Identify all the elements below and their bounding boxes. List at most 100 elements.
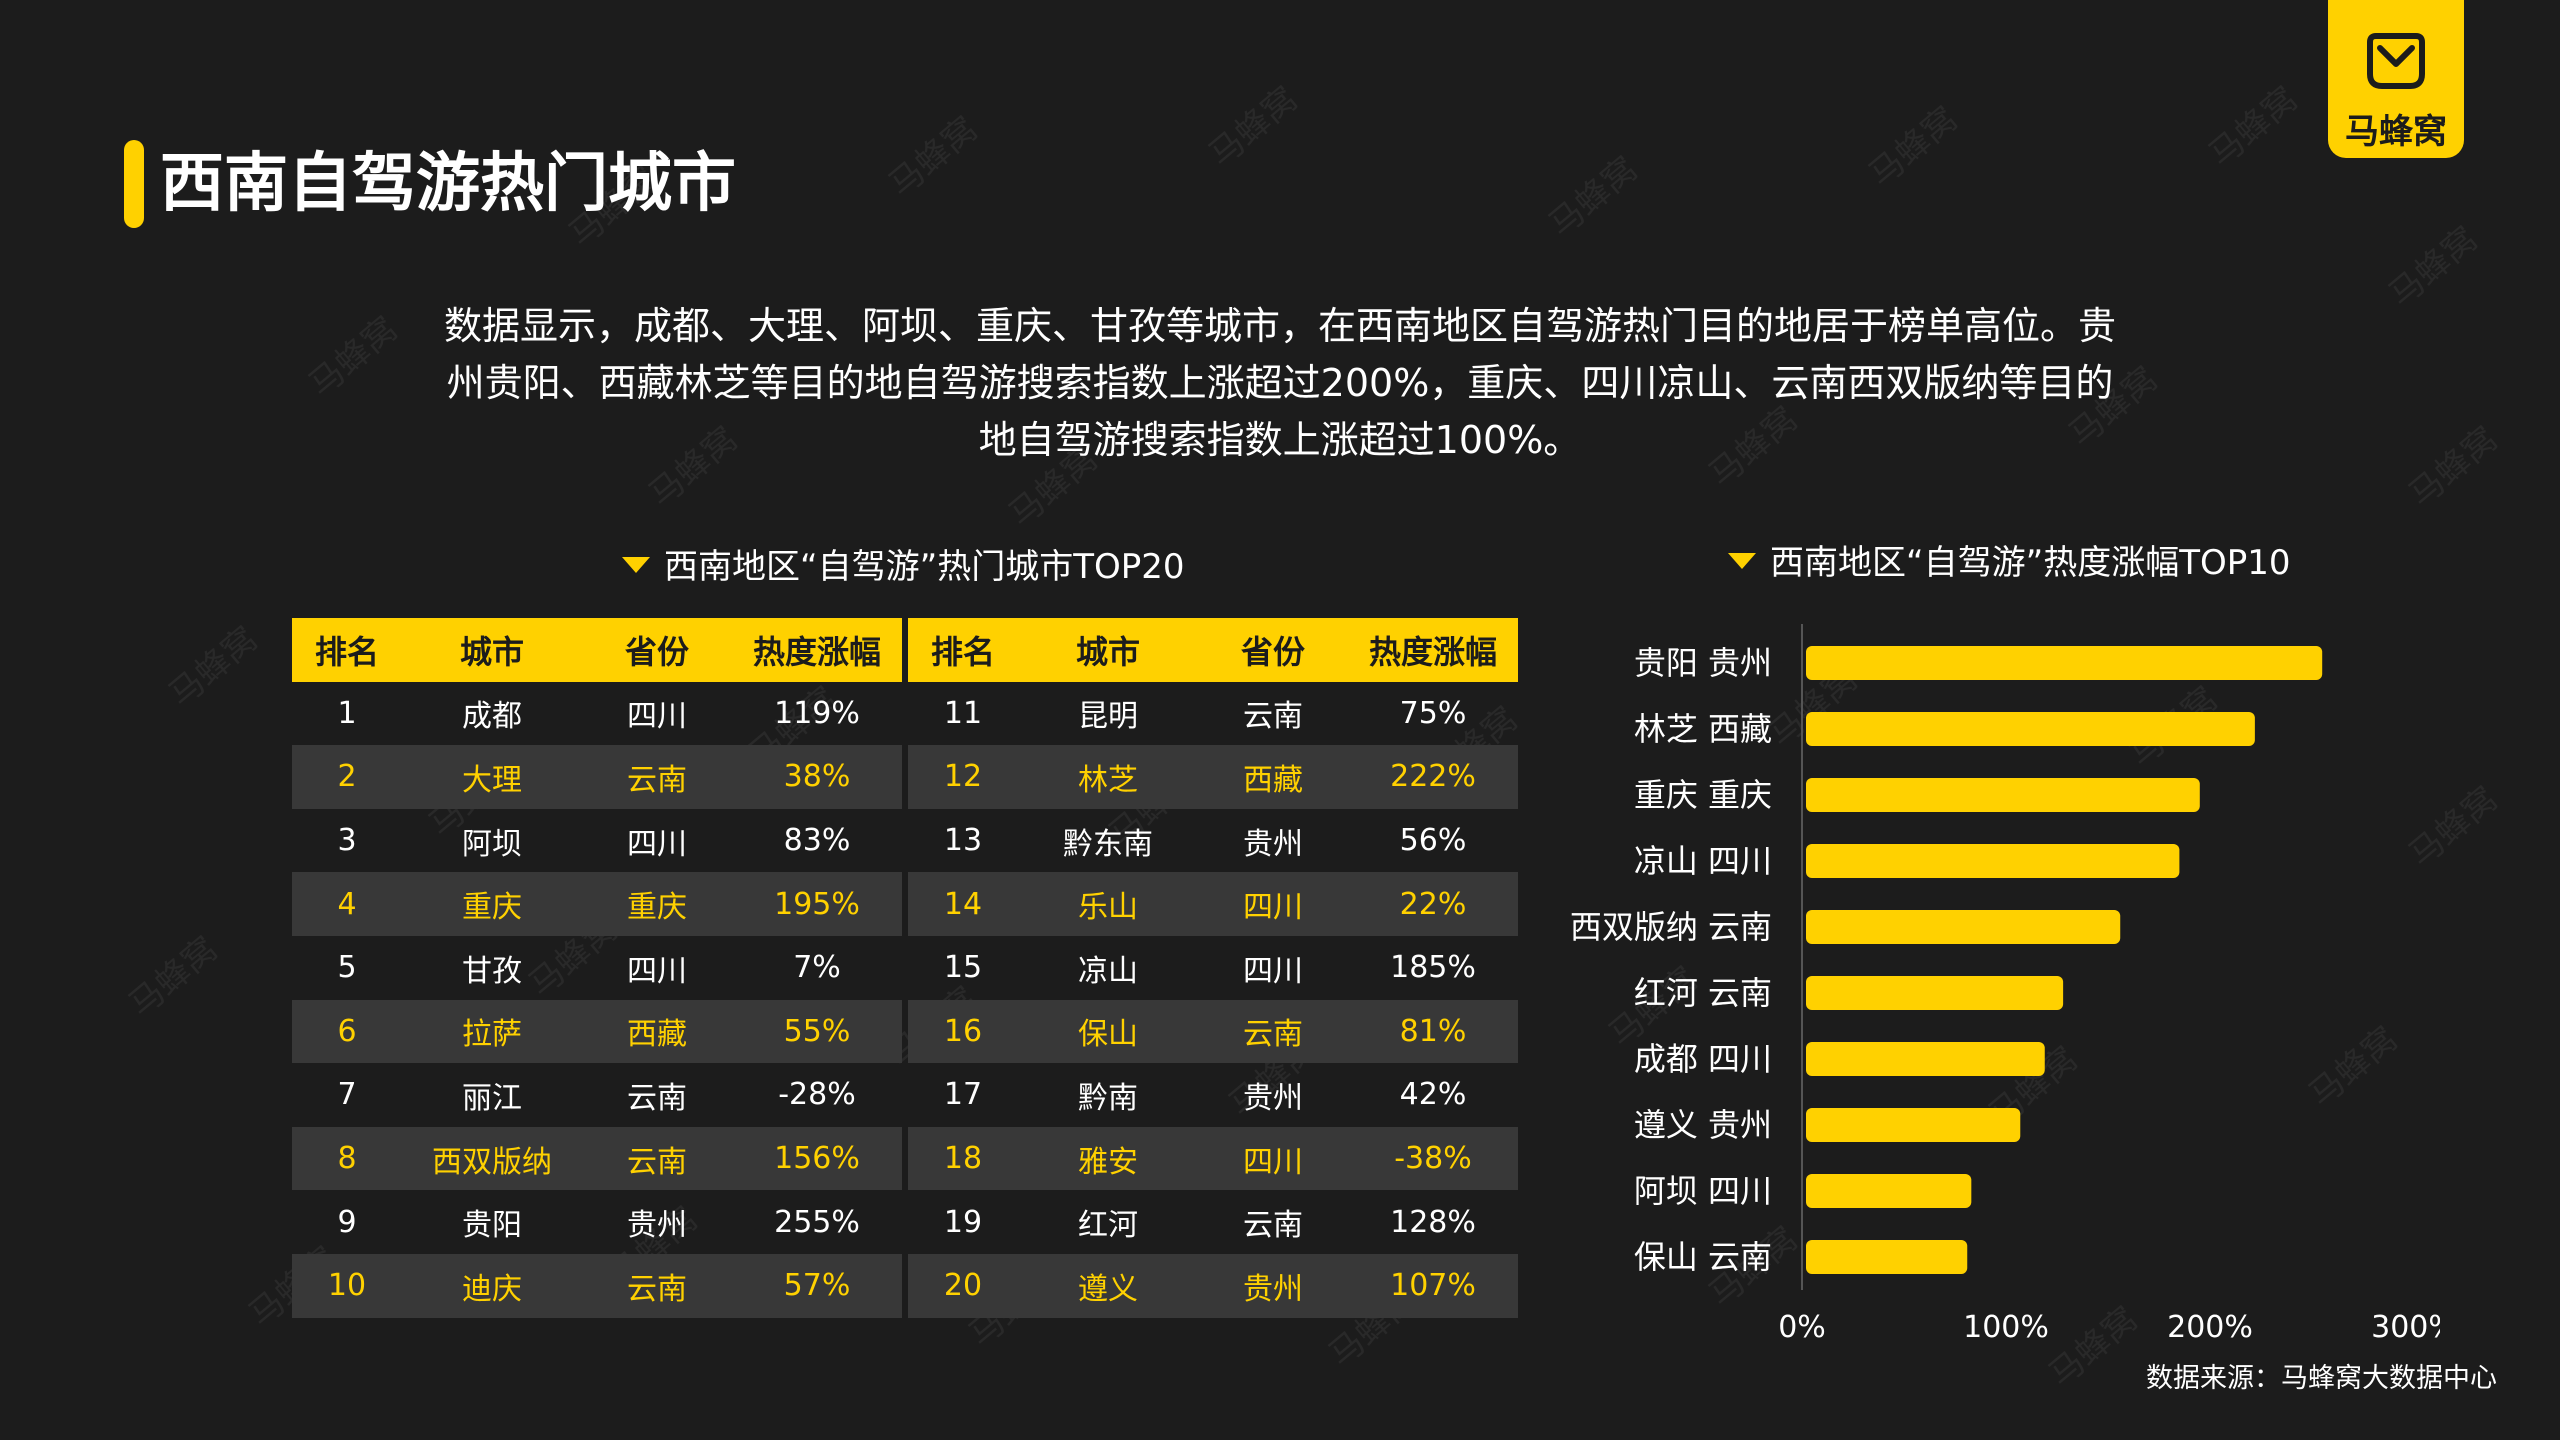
cell-city: 林芝 [1018, 745, 1198, 809]
cell-city: 重庆 [402, 872, 582, 936]
cell-city: 丽江 [462, 1080, 522, 1116]
table-row: 15 凉山 四川 185% [908, 936, 1518, 1000]
bar [1806, 844, 2180, 878]
cell-rank: 18 [908, 1126, 1018, 1191]
watermark-text: 马蜂窝 [1201, 79, 1306, 176]
table-row: 7 丽江 云南 -28% [292, 1063, 902, 1127]
triangle-down-icon [622, 556, 650, 573]
cell-growth: 75% [1399, 695, 1467, 731]
category-label: 凉山 四川 [1634, 842, 1772, 880]
x-tick-label: 300% [2371, 1310, 2440, 1345]
cell-city: 凉山 [1078, 953, 1138, 989]
cell-growth: 7% [793, 950, 841, 986]
cell-province: 四川 [627, 953, 687, 989]
table-row: 12 林芝 西藏 222% [908, 745, 1518, 809]
cell-growth: 57% [732, 1253, 902, 1318]
cell-city: 贵阳 [462, 1208, 522, 1244]
cell-growth: 107% [1348, 1253, 1518, 1318]
cell-city: 雅安 [1018, 1126, 1198, 1191]
cell-province: 四川 [1243, 953, 1303, 989]
cell-city: 迪庆 [402, 1253, 582, 1318]
bar [1806, 1240, 1968, 1274]
table-row: 8 西双版纳 云南 156% [292, 1126, 902, 1191]
cell-province: 贵州 [1243, 826, 1303, 862]
cell-province: 四川 [1198, 1126, 1348, 1191]
table-row: 4 重庆 重庆 195% [292, 872, 902, 936]
category-label: 重庆 重庆 [1634, 776, 1772, 814]
cell-province: 云南 [1243, 1208, 1303, 1244]
cell-rank: 16 [908, 999, 1018, 1064]
cell-city: 甘孜 [462, 953, 522, 989]
cell-province: 重庆 [582, 872, 732, 936]
cell-growth: 156% [732, 1126, 902, 1191]
cell-province: 云南 [627, 1080, 687, 1116]
cell-rank: 10 [292, 1253, 402, 1318]
cell-city: 乐山 [1018, 872, 1198, 936]
triangle-down-icon [1728, 552, 1756, 569]
table-row: 1 成都 四川 119% [292, 682, 902, 746]
watermark-text: 马蜂窝 [1541, 149, 1646, 246]
cell-rank: 8 [292, 1126, 402, 1191]
header-city: 城市 [1018, 618, 1198, 682]
header-city: 城市 [402, 618, 582, 682]
cell-growth: 128% [1390, 1204, 1476, 1240]
cell-rank: 2 [292, 745, 402, 809]
ranking-table-right: 排名 城市 省份 热度涨幅 11 昆明 云南 75% 12 林芝 西藏 222% 13 黔东南 贵州… [908, 618, 1518, 1318]
header-province: 省份 [1198, 618, 1348, 682]
cell-province: 四川 [1198, 872, 1348, 936]
cell-province: 西藏 [1198, 745, 1348, 809]
intro-paragraph: 数据显示，成都、大理、阿坝、重庆、甘孜等城市，在西南地区自驾游热门目的地居于榜单… [380, 298, 2180, 469]
table-row: 13 黔东南 贵州 56% [908, 809, 1518, 873]
cell-growth: 42% [1399, 1077, 1467, 1113]
category-label: 遵义 贵州 [1634, 1106, 1772, 1144]
cell-growth: 255% [774, 1204, 860, 1240]
chart-title-text: 西南地区“自驾游”热度涨幅TOP10 [1770, 543, 2291, 583]
cell-city: 阿坝 [462, 826, 522, 862]
cell-province: 云南 [582, 1253, 732, 1318]
cell-rank: 5 [337, 950, 357, 986]
table-title-text: 西南地区“自驾游”热门城市TOP20 [664, 547, 1185, 587]
header-province: 省份 [582, 618, 732, 682]
table-row: 20 遵义 贵州 107% [908, 1253, 1518, 1318]
bar [1806, 1108, 2021, 1142]
intro-line: 地自驾游搜索指数上涨超过100%。 [978, 418, 1582, 462]
table-row: 10 迪庆 云南 57% [292, 1253, 902, 1318]
cell-rank: 4 [292, 872, 402, 936]
cell-rank: 9 [337, 1204, 357, 1240]
watermark-text: 马蜂窝 [121, 929, 226, 1026]
cell-province: 云南 [582, 1126, 732, 1191]
cell-province: 西藏 [582, 999, 732, 1064]
bar [1806, 778, 2200, 812]
cell-rank: 15 [943, 950, 983, 986]
intro-line: 州贵阳、西藏林芝等目的地自驾游搜索指数上涨超过200%，重庆、四川凉山、云南西双… [446, 361, 2114, 405]
table-row: 3 阿坝 四川 83% [292, 809, 902, 873]
brand-name: 马蜂窝 [2345, 112, 2447, 152]
header-rank: 排名 [292, 618, 402, 682]
header-growth: 热度涨幅 [1348, 618, 1518, 682]
watermark-text: 马蜂窝 [2201, 79, 2306, 176]
title-accent-bar [124, 140, 144, 228]
watermark-text: 马蜂窝 [161, 619, 266, 716]
table-row: 18 雅安 四川 -38% [908, 1126, 1518, 1191]
bar [1806, 1174, 1972, 1208]
cell-rank: 17 [943, 1077, 983, 1113]
x-tick-label: 0% [1778, 1310, 1826, 1345]
bar [1806, 646, 2323, 680]
brand-logo-icon [2367, 33, 2425, 89]
cell-city: 红河 [1078, 1208, 1138, 1244]
cell-province: 贵州 [627, 1208, 687, 1244]
cell-rank: 11 [943, 695, 983, 731]
cell-rank: 7 [337, 1077, 357, 1113]
cell-province: 云南 [1198, 999, 1348, 1064]
cell-growth: 55% [732, 999, 902, 1064]
table-row: 5 甘孜 四川 7% [292, 936, 902, 1000]
cell-growth: 195% [732, 872, 902, 936]
table-row: 14 乐山 四川 22% [908, 872, 1518, 936]
brand-logo: 马蜂窝 [2328, 0, 2464, 158]
category-label: 贵阳 贵州 [1634, 644, 1772, 682]
table-row: 6 拉萨 西藏 55% [292, 999, 902, 1064]
category-label: 阿坝 四川 [1634, 1172, 1772, 1210]
cell-rank: 12 [908, 745, 1018, 809]
bar [1806, 712, 2255, 746]
